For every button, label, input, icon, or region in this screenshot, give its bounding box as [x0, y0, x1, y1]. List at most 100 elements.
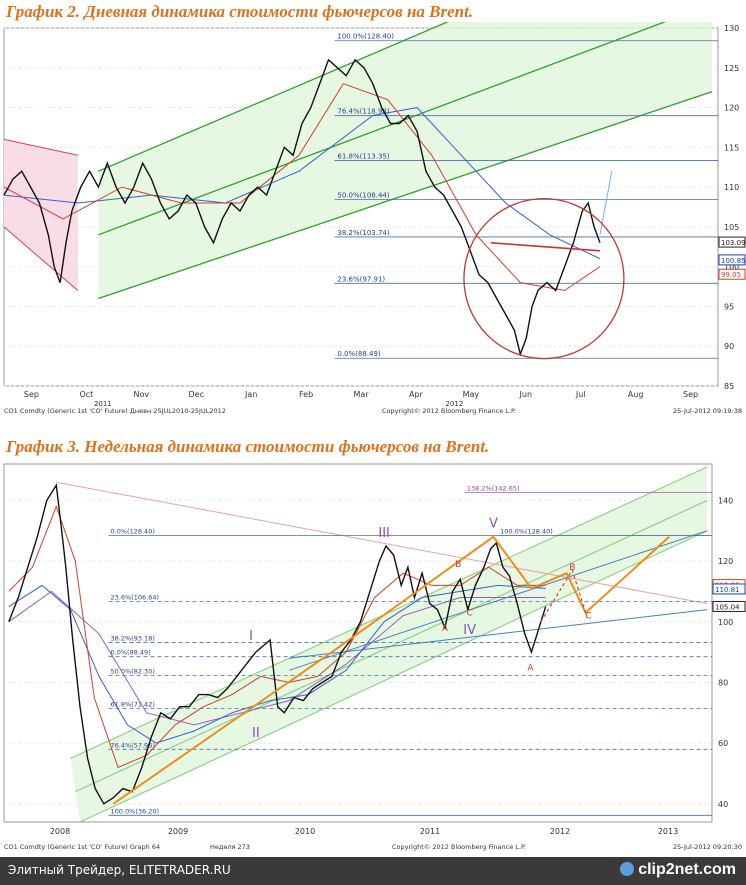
c2-y-tick-label: 95: [724, 302, 734, 311]
c2-footer-left: CO1 Comdty (Generic 1st 'CO' Future) Дне…: [4, 407, 226, 415]
c2-red-channel-lower: [3, 226, 79, 291]
c2-fib-label: 0.0%(88.49): [337, 350, 381, 358]
c2-fib-label: 38.2%(103.74): [337, 229, 389, 237]
c2-x-tick-label: Sep: [24, 390, 39, 399]
c3-blue-line: [288, 530, 708, 671]
c3-wave-label: II: [252, 726, 260, 741]
c3-price-tag-label: 105.04: [715, 603, 740, 611]
c2-y-tick-label: 90: [724, 342, 734, 351]
c2-x-tick-label: Nov: [133, 390, 149, 399]
c3-abc-label: B: [455, 560, 461, 570]
c2-price-tag: [718, 268, 746, 280]
c3-x-tick-label: 2009: [168, 827, 188, 836]
c2-x-tick-label: May: [463, 390, 480, 399]
c2-green-channel-fill: [98, 0, 713, 299]
c2-price-tag: [718, 236, 746, 248]
c2-red-channel-fill: [4, 139, 78, 291]
c3-y-tick-label: 120: [718, 557, 733, 566]
c2-channel-lower: [98, 90, 713, 300]
c3-y-tick-label: 80: [718, 678, 728, 687]
c3-footer-right: 25-Jul-2012 09:20:30: [673, 843, 742, 851]
c3-fib-label: 0.0%(88.49): [111, 649, 151, 657]
c2-channel-upper: [98, 0, 501, 172]
c3-price-tag: [712, 583, 746, 595]
c3-abc-label: C: [467, 609, 473, 619]
chart-3-title: График 3. Недельная динамика стоимости ф…: [6, 437, 490, 456]
c2-y-tick-label: 125: [724, 64, 739, 73]
c2-fib-label: 50.0%(108.44): [337, 192, 389, 200]
daily-brent-chart: 85 90 95 100 105 110 115 120 125 130 100.0%(128.40…: [3, 0, 746, 415]
c3-y-tick-label: 60: [718, 739, 728, 748]
c3-wave-label: IV: [463, 623, 476, 638]
c2-price-line: [3, 58, 601, 357]
c2-y-tick-label: 120: [724, 104, 739, 113]
c3-abc-label: B: [569, 563, 575, 573]
c2-y-tick-label: 85: [724, 382, 734, 391]
c2-y-tick-label: 130: [724, 24, 739, 33]
c2-x-tick-label: Feb: [299, 390, 313, 399]
c3-y-tick-label: 40: [718, 800, 728, 809]
c3-footer-left: CO1 Comdty (Generic 1st 'CO' Future) Gra…: [4, 843, 160, 851]
c3-fib-label: 38.2%(93.18): [111, 634, 155, 642]
c2-y-tick-label: 105: [724, 223, 739, 232]
page-footer: Элитный Трейдер, ELITETRADER.RU clip2net…: [0, 857, 746, 885]
c3-x-tick-label: 2010: [295, 827, 315, 836]
c2-ma-red: [3, 83, 601, 292]
clip2net-icon: [620, 862, 635, 876]
c3-y-tick-label: 140: [718, 496, 733, 505]
c2-circle-annotation: [463, 197, 625, 360]
c2-price-tag-label: 99.05: [721, 271, 741, 279]
c3-footer-mid-a: Неделя 273: [210, 843, 250, 851]
c3-channel-lower: [79, 530, 708, 823]
c2-channel-mid: [98, 3, 713, 236]
c3-fib-label: 100.0%(128.40): [500, 528, 553, 536]
c3-wave-label: V: [489, 517, 498, 532]
c2-price-tag-label: 100.85: [721, 257, 746, 265]
c3-ma-purple: [8, 590, 546, 726]
c2-x-tick-label: Mar: [353, 390, 369, 399]
c3-blue-line-2: [289, 609, 708, 659]
c3-price-line: [8, 483, 547, 805]
c3-fib-label: 100.0%(36.20): [111, 807, 159, 815]
c3-ma-blue: [8, 584, 546, 744]
c3-y-tick-label: 100: [718, 618, 733, 627]
c3-fib-label: 61.8%(71.42): [111, 700, 155, 708]
c3-abc-label: A: [527, 663, 534, 673]
c2-fib-label: 61.8%(113.35): [337, 152, 389, 160]
c3-fib-label: 23.6%(106.64): [111, 594, 159, 602]
c3-price-tag: [712, 600, 746, 612]
c2-x-tick-label: Oct: [79, 390, 93, 399]
c2-price-tag: [718, 254, 746, 266]
c3-wave-label: III: [378, 526, 390, 541]
c3-x-tick-label: 2011: [420, 827, 440, 836]
c3-abc-label: C: [585, 612, 591, 622]
c2-y-tick-label: 110: [724, 183, 739, 192]
c2-year-label: 2012: [445, 400, 463, 408]
c2-red-line: [490, 242, 601, 252]
c3-green-channel-fill: [70, 467, 708, 822]
c3-wave-label: I: [249, 629, 253, 644]
c2-year-label: 2011: [94, 400, 112, 408]
c3-fib-label: 138.2%(142.65): [467, 484, 520, 492]
clip2net-logo[interactable]: clip2net.com: [620, 861, 736, 879]
c2-fib-label: 100.0%(128.40): [337, 33, 394, 41]
c2-ma-blue: [3, 107, 601, 260]
c2-x-tick-label: Jan: [244, 390, 257, 399]
c2-x-tick-label: Dec: [188, 390, 203, 399]
c3-pink-line: [56, 481, 708, 605]
c2-x-tick-label: Sep: [683, 390, 698, 399]
c3-fib-label: 76.4%(57.96): [111, 741, 155, 749]
c2-y-tick-label: 115: [724, 143, 739, 152]
c3-x-tick-label: 2008: [50, 827, 70, 836]
c3-ma-red: [8, 505, 546, 769]
c3-price-tag-label: 110.81: [715, 586, 740, 594]
c2-price-tag-label: 103.09: [721, 239, 746, 247]
clip2net-logo-text: clip2net.com: [638, 861, 736, 878]
c2-red-channel-upper: [3, 138, 78, 156]
c3-fib-label: 50.0%(82.30): [111, 667, 155, 675]
c3-x-tick-label: 2012: [550, 827, 570, 836]
chart-3-panel: 406080100120140161.8%(157.06)138.2%(142.…: [0, 441, 746, 856]
c2-x-tick-label: Apr: [409, 390, 424, 399]
c3-fib-label: 0.0%(128.40): [111, 528, 155, 536]
c2-fib-label: 76.4%(118.98): [337, 108, 389, 116]
